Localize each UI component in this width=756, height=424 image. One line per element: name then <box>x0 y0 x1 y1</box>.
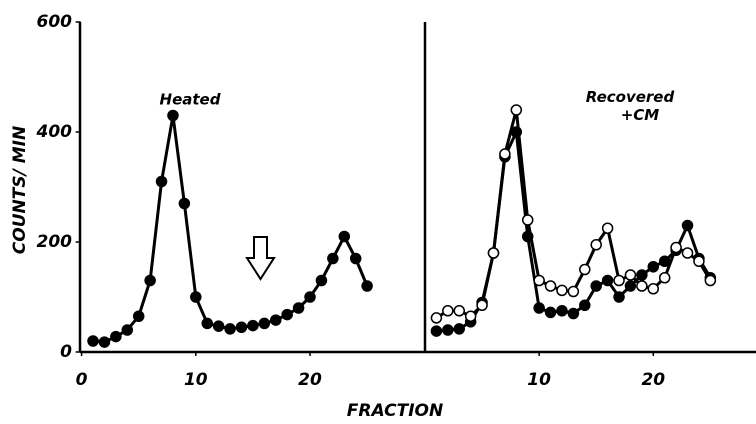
data-point <box>624 280 637 292</box>
data-point <box>235 321 248 333</box>
series-line <box>92 115 369 344</box>
x-axis-label: FRACTION <box>347 401 443 421</box>
y-tick-label: 400 <box>36 122 73 142</box>
data-point <box>601 274 614 287</box>
data-point <box>533 274 545 287</box>
data-point <box>556 284 568 297</box>
data-point <box>567 307 580 320</box>
data-point <box>201 317 213 330</box>
data-point <box>487 247 500 259</box>
data-point <box>304 291 316 303</box>
data-point <box>579 299 591 311</box>
data-point <box>613 274 625 287</box>
data-point <box>510 126 523 138</box>
data-point <box>464 310 477 322</box>
data-point <box>212 320 225 332</box>
data-point <box>681 219 694 232</box>
data-point <box>442 324 454 336</box>
data-point <box>453 305 465 317</box>
data-point <box>224 323 236 335</box>
data-point <box>544 306 557 319</box>
data-point <box>704 274 717 287</box>
data-point <box>110 330 122 343</box>
data-point <box>521 230 534 243</box>
data-point <box>658 255 671 267</box>
data-point <box>430 325 443 337</box>
data-point <box>579 263 591 276</box>
data-point <box>430 312 443 324</box>
data-point <box>499 148 511 160</box>
data-point <box>510 104 523 116</box>
data-point <box>349 252 362 265</box>
annotation: Recovered +CM <box>586 88 675 124</box>
data-point <box>521 214 534 226</box>
data-point <box>601 222 614 234</box>
x-tick-label: 20 <box>641 370 665 390</box>
data-point <box>338 230 351 243</box>
data-point <box>292 302 305 314</box>
data-point <box>270 314 282 326</box>
data-point <box>281 308 293 321</box>
data-point <box>87 335 99 347</box>
data-point <box>693 255 705 267</box>
data-point <box>567 285 580 298</box>
data-point <box>590 280 602 292</box>
x-tick-label: 10 <box>184 370 208 390</box>
y-tick-label: 200 <box>37 232 73 252</box>
data-point <box>647 261 660 273</box>
data-point <box>190 291 202 303</box>
data-point <box>533 302 545 314</box>
data-point <box>121 324 134 336</box>
data-point <box>453 323 465 335</box>
data-point <box>167 109 179 122</box>
data-point <box>613 291 625 303</box>
y-axis-label: COUNTS/ MIN <box>10 126 30 254</box>
y-tick-label: 0 <box>60 342 72 362</box>
x-tick-label: 0 <box>76 370 88 390</box>
data-point <box>590 239 602 251</box>
data-point <box>544 280 557 292</box>
data-point <box>647 283 660 295</box>
data-point <box>670 241 682 254</box>
data-point <box>155 175 168 188</box>
x-tick-label: 10 <box>527 370 551 390</box>
data-point <box>98 336 111 348</box>
data-point <box>361 280 373 292</box>
x-tick-label: 20 <box>298 370 322 390</box>
y-tick-label: 600 <box>37 12 73 32</box>
data-point <box>144 274 156 287</box>
data-point <box>327 252 339 265</box>
arrow <box>245 236 276 281</box>
data-point <box>247 319 259 332</box>
data-point <box>681 247 694 259</box>
data-point <box>315 274 328 287</box>
data-point <box>624 269 637 281</box>
data-point <box>556 305 568 317</box>
data-point <box>658 272 671 284</box>
data-point <box>476 299 488 311</box>
data-point <box>442 305 454 317</box>
data-point <box>258 317 271 330</box>
data-point <box>178 197 191 210</box>
data-point <box>636 280 648 292</box>
data-point <box>636 269 648 281</box>
data-point <box>132 310 145 322</box>
annotation: Heated <box>160 91 221 109</box>
